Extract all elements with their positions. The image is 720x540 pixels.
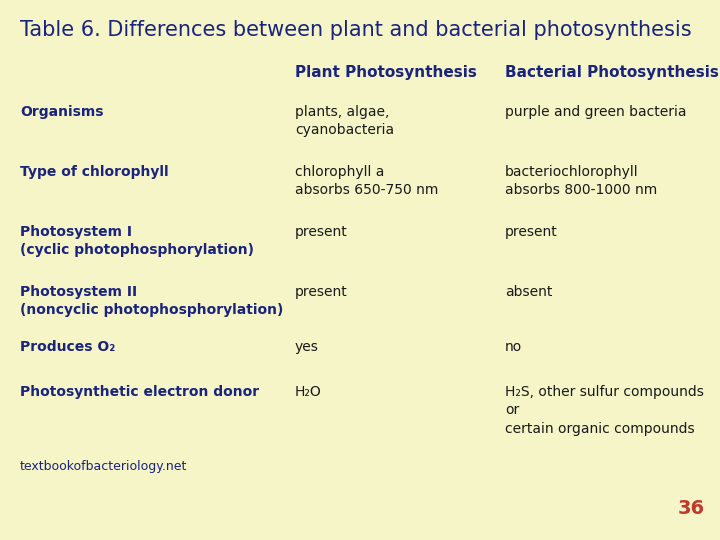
Text: Bacterial Photosynthesis: Bacterial Photosynthesis [505,65,719,80]
Text: present: present [505,225,558,239]
Text: purple and green bacteria: purple and green bacteria [505,105,686,119]
Text: 36: 36 [678,499,705,518]
Text: Type of chlorophyll: Type of chlorophyll [20,165,168,179]
Text: Photosynthetic electron donor: Photosynthetic electron donor [20,385,259,399]
Text: H₂O: H₂O [295,385,322,399]
Text: H₂S, other sulfur compounds
or
certain organic compounds: H₂S, other sulfur compounds or certain o… [505,385,704,436]
Text: yes: yes [295,340,319,354]
Text: Plant Photosynthesis: Plant Photosynthesis [295,65,477,80]
Text: Organisms: Organisms [20,105,104,119]
Text: Photosystem I
(cyclic photophosphorylation): Photosystem I (cyclic photophosphorylati… [20,225,254,258]
Text: no: no [505,340,522,354]
Text: absent: absent [505,285,552,299]
Text: bacteriochlorophyll
absorbs 800-1000 nm: bacteriochlorophyll absorbs 800-1000 nm [505,165,657,198]
Text: plants, algae,
cyanobacteria: plants, algae, cyanobacteria [295,105,394,137]
Text: Produces O₂: Produces O₂ [20,340,115,354]
Text: Table 6. Differences between plant and bacterial photosynthesis: Table 6. Differences between plant and b… [20,20,692,40]
Text: present: present [295,225,348,239]
Text: chlorophyll a
absorbs 650-750 nm: chlorophyll a absorbs 650-750 nm [295,165,438,198]
Text: textbookofbacteriology.net: textbookofbacteriology.net [20,460,187,473]
Text: Photosystem II
(noncyclic photophosphorylation): Photosystem II (noncyclic photophosphory… [20,285,284,318]
Text: present: present [295,285,348,299]
